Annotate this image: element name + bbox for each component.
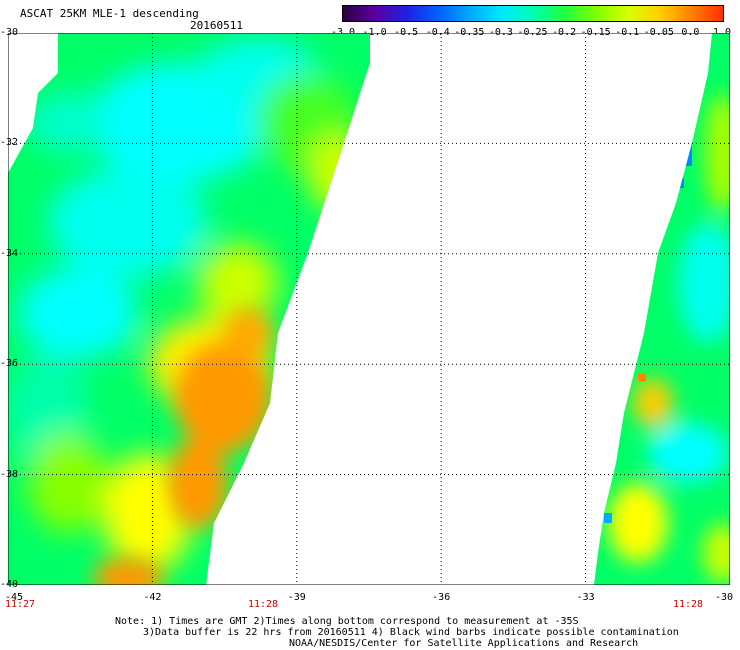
lat-label: -34	[0, 247, 19, 259]
lon-label: -33	[576, 592, 595, 603]
colorbar	[342, 5, 724, 22]
lon-label: -45	[4, 592, 24, 603]
map-plot	[8, 33, 730, 585]
lat-label: -36	[0, 358, 19, 370]
note-line-1: Note: 1) Times are GMT 2)Times along bot…	[115, 616, 579, 627]
gridlines	[8, 33, 730, 585]
time-label: 11:27	[4, 599, 36, 610]
lon-label: -42	[143, 592, 162, 603]
time-label: 11:28	[247, 599, 279, 610]
plot-title: ASCAT 25KM MLE-1 descending	[20, 7, 199, 20]
lat-label: -32	[0, 137, 19, 149]
lon-label: -36	[432, 592, 451, 603]
lat-label: -30	[0, 27, 19, 38]
time-label: 11:28	[672, 599, 704, 610]
note-line-2: 3)Data buffer is 22 hrs from 20160511 4)…	[143, 627, 679, 638]
lat-label: -40	[0, 579, 19, 590]
swath-left	[8, 33, 370, 585]
lon-label: -39	[287, 592, 306, 603]
note-line-3: NOAA/NESDIS/Center for Satellite Applica…	[289, 638, 639, 649]
lon-label: -30	[714, 592, 734, 603]
plot-date: 20160511	[190, 19, 243, 32]
swath-right	[594, 33, 730, 585]
lat-label: -38	[0, 468, 19, 480]
